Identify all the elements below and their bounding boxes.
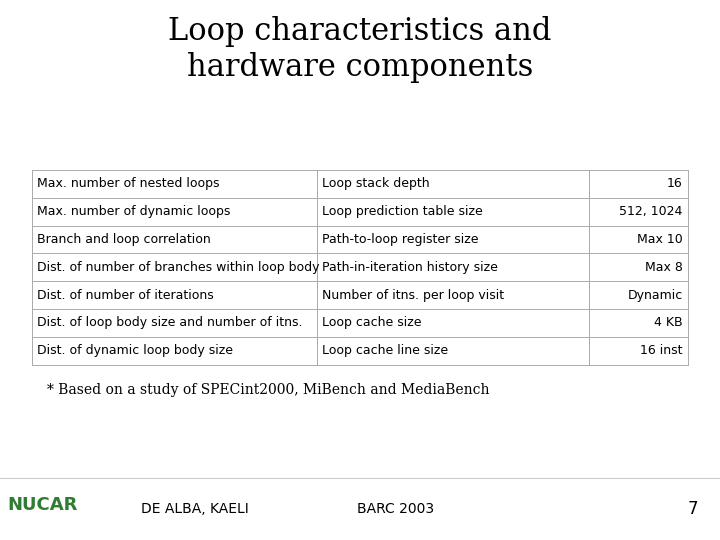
Text: Loop stack depth: Loop stack depth <box>323 178 430 191</box>
Text: Dist. of dynamic loop body size: Dist. of dynamic loop body size <box>37 344 233 357</box>
Bar <box>32 281 688 309</box>
Text: Max 8: Max 8 <box>644 261 683 274</box>
Text: Dist. of number of iterations: Dist. of number of iterations <box>37 288 214 301</box>
Text: Dist. of loop body size and number of itns.: Dist. of loop body size and number of it… <box>37 316 303 329</box>
Text: 4 KB: 4 KB <box>654 316 683 329</box>
Bar <box>32 170 688 198</box>
Text: Branch and loop correlation: Branch and loop correlation <box>37 233 211 246</box>
Bar <box>32 253 688 281</box>
Bar <box>32 226 688 253</box>
Text: Max. number of nested loops: Max. number of nested loops <box>37 178 220 191</box>
Text: Loop characteristics and
hardware components: Loop characteristics and hardware compon… <box>168 16 552 83</box>
Text: 16: 16 <box>667 178 683 191</box>
Text: Path-in-iteration history size: Path-in-iteration history size <box>323 261 498 274</box>
Text: NUCAR: NUCAR <box>7 496 78 514</box>
Text: 512, 1024: 512, 1024 <box>619 205 683 218</box>
Bar <box>32 309 688 337</box>
Bar <box>32 198 688 226</box>
Text: 16 inst: 16 inst <box>640 344 683 357</box>
Text: BARC 2003: BARC 2003 <box>357 502 435 516</box>
Text: Path-to-loop register size: Path-to-loop register size <box>323 233 479 246</box>
Text: 7: 7 <box>688 500 698 518</box>
Text: Number of itns. per loop visit: Number of itns. per loop visit <box>323 288 505 301</box>
Text: Loop cache line size: Loop cache line size <box>323 344 449 357</box>
Text: Dynamic: Dynamic <box>627 288 683 301</box>
Text: Loop prediction table size: Loop prediction table size <box>323 205 483 218</box>
Text: Max. number of dynamic loops: Max. number of dynamic loops <box>37 205 231 218</box>
Text: Dist. of number of branches within loop body: Dist. of number of branches within loop … <box>37 261 320 274</box>
Text: Max 10: Max 10 <box>636 233 683 246</box>
Bar <box>32 337 688 364</box>
Text: * Based on a study of SPECint2000, MiBench and MediaBench: * Based on a study of SPECint2000, MiBen… <box>47 383 490 397</box>
Text: Loop cache size: Loop cache size <box>323 316 422 329</box>
Text: DE ALBA, KAELI: DE ALBA, KAELI <box>140 502 248 516</box>
